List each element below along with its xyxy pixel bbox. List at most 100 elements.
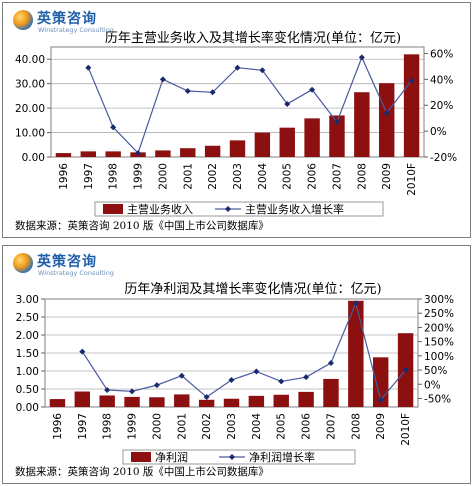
company-logo: 英策咨询 Winstrategy Consulting xyxy=(11,250,131,282)
bar xyxy=(55,153,72,157)
bar xyxy=(348,300,364,407)
bar xyxy=(99,395,115,407)
y2-tick-label: 50% xyxy=(424,365,447,377)
y2-tick-label: 40% xyxy=(430,74,453,86)
bar xyxy=(254,132,271,157)
line-point xyxy=(85,64,92,71)
logo-subtext: Winstrategy Consulting xyxy=(38,26,114,34)
data-source-note: 数据来源：英策咨询 2010 版《中国上市公司数据库》 xyxy=(15,220,269,232)
x-tick-label: 2000 xyxy=(151,413,163,440)
line-point xyxy=(104,386,111,393)
bar xyxy=(354,92,370,157)
bar xyxy=(155,150,171,157)
y-tick-label: 20.00 xyxy=(15,103,45,115)
y-tick-label: 30.00 xyxy=(15,79,45,91)
line-point xyxy=(333,119,340,126)
logo-text: 英策咨询 xyxy=(37,254,97,270)
y2-tick-label: 250% xyxy=(424,308,454,320)
x-tick-label: 2005 xyxy=(276,413,288,440)
y-tick-label: 1.00 xyxy=(16,366,39,378)
bar xyxy=(74,391,91,407)
x-tick-label: 2004 xyxy=(257,163,269,190)
chart-title: 历年主营业务收入及其增长率变化情况(单位：亿元) xyxy=(104,31,402,46)
line-point xyxy=(309,86,316,93)
bar xyxy=(174,394,190,407)
line-point xyxy=(228,377,235,383)
line-point xyxy=(79,348,86,355)
line-point xyxy=(358,54,365,61)
line-point xyxy=(159,76,166,83)
x-tick-label: 2000 xyxy=(157,163,169,190)
x-tick-label: 2007 xyxy=(325,413,337,440)
x-tick-label: 2002 xyxy=(207,163,219,190)
x-tick-label: 2009 xyxy=(375,413,387,440)
y-tick-label: 1.50 xyxy=(16,348,39,360)
line-point xyxy=(153,382,160,389)
globe-logo-icon xyxy=(13,253,33,273)
y-tick-label: 10.00 xyxy=(15,128,45,140)
line-point xyxy=(377,396,384,403)
line-point xyxy=(383,110,390,116)
line-point xyxy=(284,100,291,107)
line-point xyxy=(303,374,310,381)
bar xyxy=(80,151,97,157)
line-point xyxy=(253,368,260,375)
logo-subtext: Winstrategy Consulting xyxy=(38,269,114,277)
x-tick-label: 2008 xyxy=(350,413,362,440)
y-tick-label: 0.00 xyxy=(22,152,45,164)
x-tick-label: 2001 xyxy=(176,413,188,440)
line-point xyxy=(129,388,136,395)
y2-tick-label: 150% xyxy=(424,337,454,349)
globe-logo-icon xyxy=(13,10,33,30)
line-point xyxy=(278,378,285,385)
x-tick-label: 2003 xyxy=(226,413,238,440)
line-point xyxy=(402,367,409,374)
bar xyxy=(279,127,295,157)
bar xyxy=(149,397,165,407)
legend-bar-label: 主营业务收入 xyxy=(127,202,193,216)
bar xyxy=(180,148,196,157)
y2-tick-label: 0% xyxy=(424,379,441,391)
x-tick-label: 2005 xyxy=(282,163,294,190)
x-tick-label: 2006 xyxy=(301,413,313,440)
line-point xyxy=(110,124,117,131)
growth-line xyxy=(81,301,407,402)
bar xyxy=(223,398,240,407)
line-point xyxy=(209,89,216,96)
y2-tick-label: 300% xyxy=(424,294,454,306)
bar xyxy=(204,145,221,157)
bar xyxy=(304,118,320,157)
x-tick-label: 1996 xyxy=(58,163,70,190)
legend-line-marker xyxy=(229,454,235,460)
line-point xyxy=(178,372,185,379)
legend-bar-label: 净利润 xyxy=(155,450,188,464)
bar xyxy=(105,151,121,157)
legend-line-marker xyxy=(225,206,231,212)
x-tick-label: 1999 xyxy=(127,413,139,440)
y2-tick-label: 100% xyxy=(424,351,454,363)
line-point xyxy=(184,88,191,94)
x-tick-label: 2004 xyxy=(251,413,263,440)
y-tick-label: 2.50 xyxy=(16,312,39,324)
bar xyxy=(273,394,289,407)
chart-title: 历年净利润及其增长率变化情况(单位：亿元) xyxy=(124,282,382,297)
y2-tick-label: 200% xyxy=(424,322,454,334)
line-point xyxy=(408,77,415,84)
x-tick-label: 1998 xyxy=(102,413,114,440)
bar xyxy=(298,391,314,407)
line-point xyxy=(327,359,334,366)
x-tick-label: 2002 xyxy=(201,413,213,440)
x-tick-label: 2010F xyxy=(406,163,418,196)
x-tick-label: 2003 xyxy=(232,163,244,190)
line-point xyxy=(259,67,266,74)
line-point xyxy=(234,64,241,71)
x-tick-label: 1997 xyxy=(77,413,89,440)
bar xyxy=(403,54,420,158)
legend-line-label: 主营业务收入增长率 xyxy=(245,202,344,216)
y2-tick-label: 20% xyxy=(430,100,453,112)
line-point xyxy=(352,300,359,307)
y-tick-label: 0.50 xyxy=(16,384,39,396)
line-point xyxy=(203,394,210,401)
x-tick-label: 1996 xyxy=(52,413,64,440)
y2-tick-label: 60% xyxy=(430,48,453,60)
